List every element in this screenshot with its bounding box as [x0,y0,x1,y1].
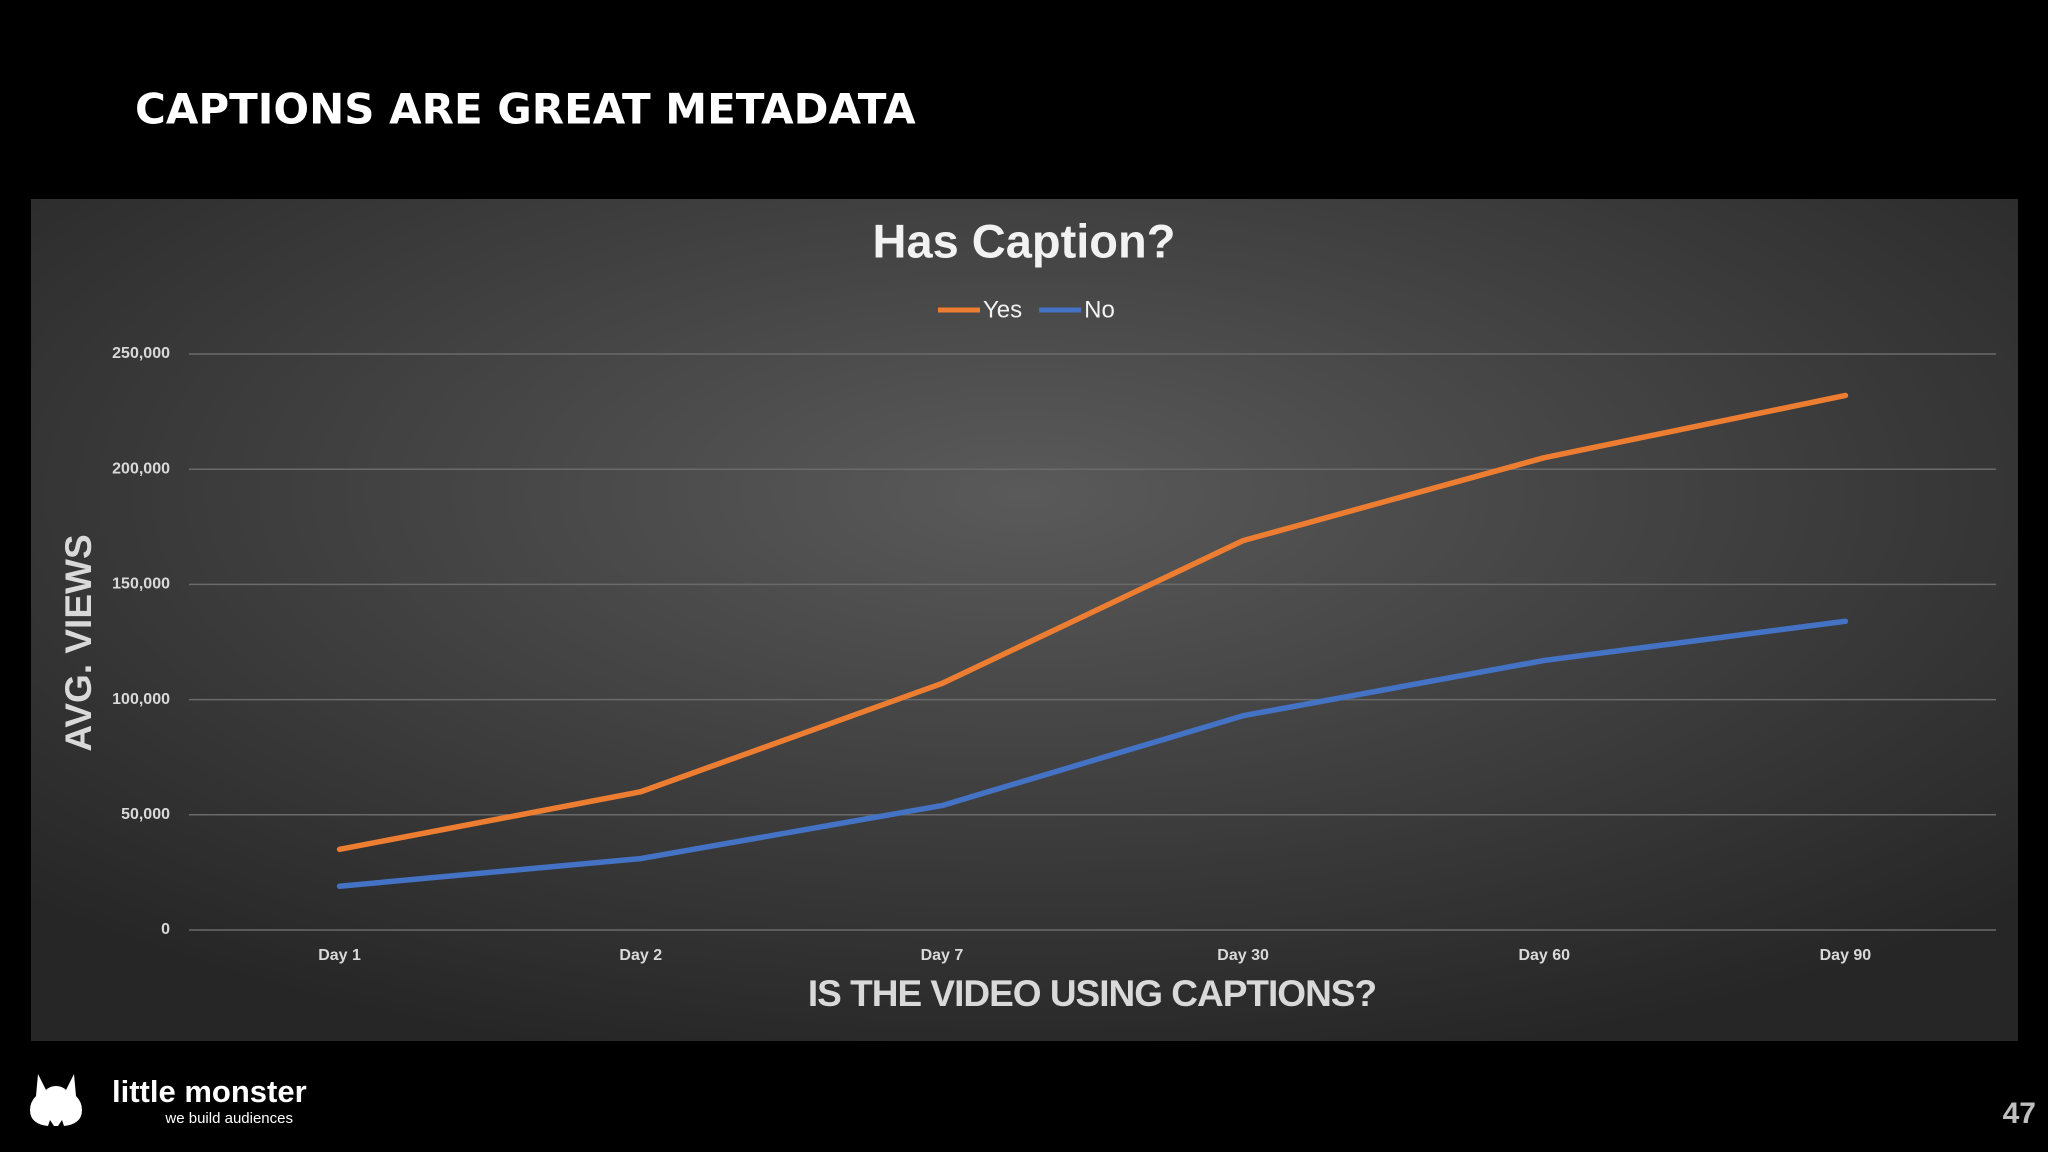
brand-tagline: we build audiences [164,1110,293,1127]
legend-label: No [1084,296,1115,323]
slide-title: CAPTIONS ARE GREAT METADATA [135,85,916,134]
chart-title: Has Caption? [873,214,1176,267]
x-tick-label: Day 2 [619,947,662,964]
legend-label: Yes [983,296,1022,323]
y-tick-label: 100,000 [112,691,170,708]
logo-icon [30,1074,82,1126]
y-axis-title: AVG. VIEWS [58,534,99,751]
x-tick-label: Day 90 [1820,947,1872,964]
logo: little monster we build audiences [30,1074,307,1127]
series-line [336,392,1849,853]
y-tick-label: 150,000 [112,576,170,593]
y-tick-label: 0 [161,921,170,938]
brand-name: little monster [112,1074,307,1109]
y-tick-label: 50,000 [121,806,170,823]
x-tick-label: Day 1 [318,947,361,964]
x-tick-label: Day 7 [921,947,964,964]
x-tick-label: Day 60 [1518,947,1570,964]
chart-panel [31,199,2018,1041]
x-tick-label: Day 30 [1217,947,1269,964]
page-number: 47 [2003,1097,2036,1130]
x-axis-title: IS THE VIDEO USING CAPTIONS? [808,973,1376,1014]
y-tick-label: 250,000 [112,345,170,362]
y-tick-label: 200,000 [112,460,170,477]
series-line [336,618,1849,889]
